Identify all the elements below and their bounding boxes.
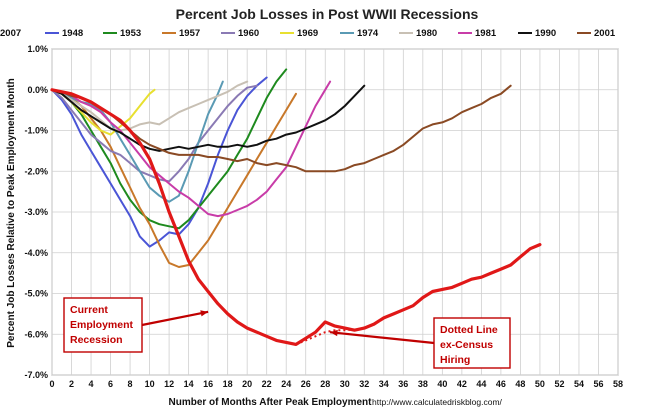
legend-label-1953: 1953 [120,28,141,39]
series-line-1960 [51,84,258,183]
x-tick-label: 6 [108,379,113,389]
x-tick-label: 32 [359,379,369,389]
annotation-arrow [141,310,209,327]
series-lines [50,68,542,346]
x-tick-label: 44 [476,379,486,389]
y-axis-ticks: 1.0% 0.0% -1.0% -2.0% -3.0% -4.0% -5.0% -6.0% -7… [24,44,48,380]
annotation-arrow [330,331,435,345]
chart-grid [51,48,619,376]
x-tick-label: 14 [184,379,194,389]
series-line-dotted-ex-census [295,328,355,346]
legend-label-1948: 1948 [62,28,83,39]
chart-legend: 1948 1953 1957 1960 1969 1974 1980 1981 1990 2001… [0,28,616,39]
x-tick-label: 48 [515,379,525,389]
x-tick-label: 50 [535,379,545,389]
x-tick-label: 28 [320,379,330,389]
y-tick-label: -3.0% [24,207,48,217]
x-tick-label: 10 [145,379,155,389]
x-tick-label: 52 [554,379,564,389]
annotations: Current Employment Recession Dotted Line ex-… [63,297,511,369]
legend-label-1980: 1980 [416,28,437,39]
series-line-1980 [51,80,249,132]
legend-label-1981: 1981 [475,28,497,39]
x-tick-label: 12 [164,379,174,389]
x-tick-label: 40 [437,379,447,389]
x-tick-label: 20 [242,379,252,389]
x-tick-label: 22 [262,379,272,389]
chart-title: Percent Job Losses in Post WWII Recessio… [176,6,479,22]
legend-label-1957: 1957 [179,28,200,39]
x-tick-label: 16 [203,379,213,389]
annotation-text: Recession [70,334,123,346]
x-tick-label: 56 [593,379,603,389]
annotation-text: Dotted Line [440,324,498,336]
y-tick-label: 1.0% [27,44,48,54]
y-tick-label: -1.0% [24,126,48,136]
y-tick-label: -7.0% [24,370,48,380]
legend-label-2007: 2007 [0,28,21,39]
x-tick-label: 34 [379,379,389,389]
x-tick-label: 36 [398,379,408,389]
series-line-1990 [51,84,366,152]
x-tick-label: 4 [89,379,94,389]
annotation-arrowhead [200,310,209,317]
legend-label-1974: 1974 [357,28,379,39]
series-line-1953 [51,68,288,230]
x-tick-label: 26 [301,379,311,389]
y-tick-label: -2.0% [24,166,48,176]
x-tick-label: 2 [69,379,74,389]
x-tick-label: 0 [49,379,54,389]
x-tick-label: 18 [223,379,233,389]
legend-label-1960: 1960 [238,28,259,39]
series-line-1948 [51,76,268,248]
annotation-text: Current [70,304,108,316]
annotation-box [433,317,511,369]
annotation-text: ex-Census [440,339,493,351]
y-tick-label: 0.0% [27,85,48,95]
annotation-text: Employment [70,319,134,331]
x-tick-label: 38 [418,379,428,389]
legend-label-1969: 1969 [297,28,318,39]
y-tick-label: -4.0% [24,248,48,258]
x-tick-label: 30 [340,379,350,389]
x-tick-label: 42 [457,379,467,389]
x-tick-label: 58 [613,379,623,389]
source-url: http://www.calculatedriskblog.com/ [372,397,503,407]
y-tick-label: -5.0% [24,289,48,299]
x-axis-ticks: 0 2 4 6 8 10 12 14 16 18 20 22 24 26 28 30 32 34 36 38 40 42 4… [49,379,623,389]
annotation-text: Hiring [440,354,470,366]
x-tick-label: 46 [496,379,506,389]
x-axis-label: Number of Months After Peak Employment [169,397,373,408]
series-line-1981 [51,80,332,218]
legend-label-2001: 2001 [594,28,616,39]
legend-label-1990: 1990 [535,28,556,39]
x-tick-label: 54 [574,379,584,389]
x-tick-label: 24 [281,379,291,389]
y-axis-label: Percent Job Losses Relative to Peak Empl… [6,78,17,348]
y-tick-label: -6.0% [24,329,48,339]
annotation-arrowhead [330,329,338,337]
x-tick-label: 8 [128,379,133,389]
